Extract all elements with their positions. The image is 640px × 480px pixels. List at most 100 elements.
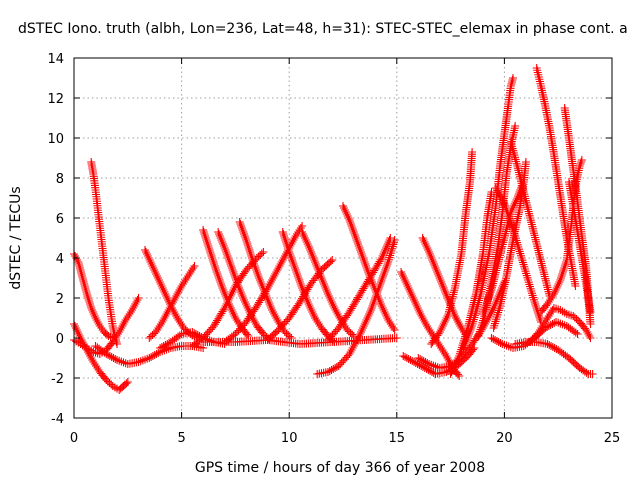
y-tick-label: 4 (56, 252, 64, 267)
data-point (84, 294, 93, 302)
data-point (228, 288, 237, 296)
data-point (577, 156, 586, 164)
data-point (307, 250, 316, 258)
data-point (399, 274, 408, 282)
data-point (356, 248, 365, 256)
data-point (437, 324, 446, 332)
data-point (224, 256, 233, 264)
data-point (384, 255, 393, 264)
data-point (281, 238, 290, 246)
data-point (357, 328, 366, 336)
data-series (87, 158, 122, 348)
data-point (212, 268, 221, 276)
data-point (245, 246, 254, 254)
data-point (265, 300, 274, 308)
data-point (252, 268, 261, 276)
data-point (479, 308, 488, 316)
data-point (237, 222, 246, 230)
data-point (210, 260, 219, 268)
data-point (225, 258, 234, 266)
data-point (375, 282, 384, 290)
data-point (287, 254, 296, 262)
data-point (257, 249, 266, 258)
data-point (310, 256, 319, 264)
data-point (254, 272, 263, 280)
data-point (189, 264, 198, 272)
data-point (290, 264, 299, 272)
data-point (380, 308, 389, 316)
data-point (526, 284, 535, 293)
data-point (148, 262, 157, 270)
data-point (329, 302, 338, 310)
data-point (427, 368, 436, 376)
data-point (222, 248, 231, 256)
data-point (521, 267, 530, 276)
data-point (523, 273, 532, 282)
data-point (229, 310, 238, 318)
data-point (492, 315, 501, 324)
data-point (417, 356, 426, 364)
data-point (82, 290, 91, 298)
data-point (417, 362, 426, 370)
data-point (571, 282, 580, 290)
data-point (221, 246, 230, 254)
data-series (511, 338, 597, 378)
data-point (382, 264, 391, 272)
data-point (385, 253, 394, 262)
data-point (244, 244, 253, 252)
data-point (371, 294, 380, 302)
data-point (88, 308, 97, 316)
data-point (426, 252, 435, 260)
data-point (491, 336, 500, 344)
data-point (500, 200, 509, 208)
data-point (300, 234, 309, 242)
data-point (422, 242, 431, 250)
data-point (510, 230, 519, 238)
data-point (219, 242, 228, 250)
data-point (418, 234, 427, 242)
data-point (89, 310, 98, 318)
data-point (547, 342, 556, 350)
data-point (447, 368, 456, 376)
data-point (222, 250, 231, 258)
data-point (424, 366, 433, 374)
data-point (285, 250, 294, 258)
data-point (156, 280, 165, 288)
data-point (291, 266, 300, 274)
data-point (264, 298, 273, 306)
data-series (506, 138, 554, 300)
data-point (301, 236, 310, 244)
data-point (437, 280, 446, 288)
data-point (236, 220, 245, 228)
data-point (221, 302, 230, 310)
data-point (461, 338, 470, 346)
data-point (400, 276, 409, 284)
data-point (282, 240, 291, 248)
data-point (543, 340, 552, 348)
data-point (324, 292, 333, 300)
data-point (560, 262, 569, 270)
data-point (534, 310, 543, 318)
data-point (303, 298, 312, 306)
data-point (588, 370, 597, 378)
data-point (228, 308, 237, 316)
data-point (439, 320, 448, 328)
data-point (206, 248, 215, 256)
data-point (507, 220, 516, 228)
data-point (419, 236, 428, 244)
data-point (214, 274, 223, 282)
data-point (414, 306, 423, 314)
data-point (552, 284, 561, 292)
data-point (365, 310, 374, 318)
data-point (219, 240, 228, 248)
data-point (223, 298, 232, 306)
x-tick-label: 15 (389, 431, 406, 446)
data-series (418, 234, 472, 342)
data-point (383, 260, 392, 268)
data-series (313, 236, 399, 378)
data-point (279, 230, 288, 238)
data-point (381, 266, 390, 274)
data-point (379, 272, 388, 280)
data-point (235, 218, 244, 226)
data-point (562, 258, 571, 266)
